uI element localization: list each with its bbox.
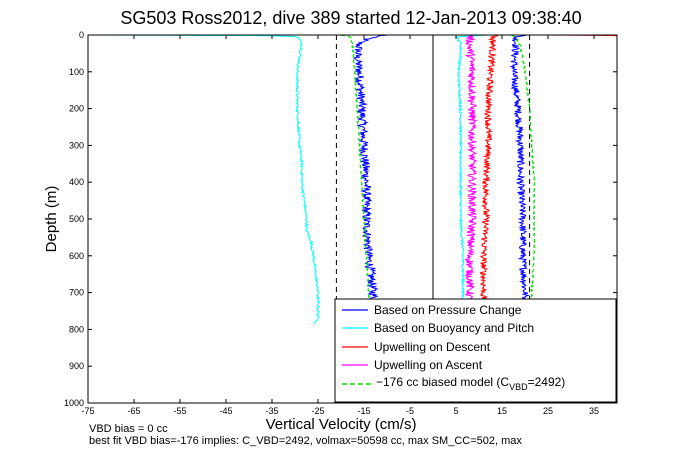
x-tick-label: -15 <box>357 406 370 416</box>
legend: Based on Pressure Change Based on Buoyan… <box>334 298 617 403</box>
legend-box <box>334 298 617 403</box>
series-descent-main <box>479 34 499 316</box>
x-tick-label: 25 <box>543 406 553 416</box>
y-tick-label: 800 <box>69 324 84 334</box>
y-axis-ticks: 0 100 200 300 400 500 600 700 800 900 1000 <box>64 30 84 408</box>
legend-label-ascent: Upwelling on Ascent <box>374 358 483 372</box>
series-buoyancy-descent <box>88 34 321 324</box>
y-tick-label: 1000 <box>64 398 84 408</box>
x-axis-label: Vertical Velocity (cm/s) <box>266 416 417 433</box>
y-tick-label: 900 <box>69 361 84 371</box>
series-ascent-main <box>463 34 478 315</box>
footnote-best-fit: best fit VBD bias=-176 implies: C_VBD=24… <box>89 435 522 447</box>
x-tick-label: 35 <box>589 406 599 416</box>
chart-title: SG503 Ross2012, dive 389 started 12-Jan-… <box>120 8 581 28</box>
x-tick-label: 5 <box>453 406 458 416</box>
y-tick-label: 0 <box>79 30 84 40</box>
x-tick-label: -65 <box>127 406 140 416</box>
series-model-descent <box>340 34 373 316</box>
legend-label-model-prefix: −176 cc biased model (C <box>376 375 509 389</box>
y-tick-label: 300 <box>69 140 84 150</box>
y-tick-label: 500 <box>69 214 84 224</box>
x-tick-label: 15 <box>497 406 507 416</box>
x-axis-ticks: -75 -65 -55 -45 -35 -25 -15 -5 5 15 25 35 <box>81 406 599 416</box>
legend-label-buoyancy: Based on Buoyancy and Pitch <box>374 321 534 335</box>
y-tick-label: 100 <box>69 67 84 77</box>
footnote-vbd-bias: VBD bias = 0 cc <box>89 423 168 435</box>
legend-label-model-subscript: VBD <box>509 382 528 392</box>
legend-label-model: −176 cc biased model (CVBD=2492) <box>376 375 565 392</box>
legend-label-pressure: Based on Pressure Change <box>374 303 522 317</box>
series-pressure-descent <box>353 34 389 316</box>
x-tick-label: -25 <box>311 406 324 416</box>
y-tick-label: 200 <box>69 104 84 114</box>
series-buoyancy-ascent <box>455 34 488 325</box>
y-tick-label: 600 <box>69 251 84 261</box>
series-pressure-ascent <box>509 34 531 316</box>
y-tick-label: 400 <box>69 177 84 187</box>
legend-label-model-suffix: =2492) <box>528 375 566 389</box>
x-tick-label: -35 <box>265 406 278 416</box>
y-axis-label: Depth (m) <box>43 186 60 253</box>
y-tick-label: 700 <box>69 288 84 298</box>
x-tick-label: -5 <box>406 406 414 416</box>
x-tick-label: -75 <box>81 406 94 416</box>
x-tick-label: -45 <box>219 406 232 416</box>
legend-label-descent: Upwelling on Descent <box>374 340 491 354</box>
x-tick-label: -55 <box>173 406 186 416</box>
